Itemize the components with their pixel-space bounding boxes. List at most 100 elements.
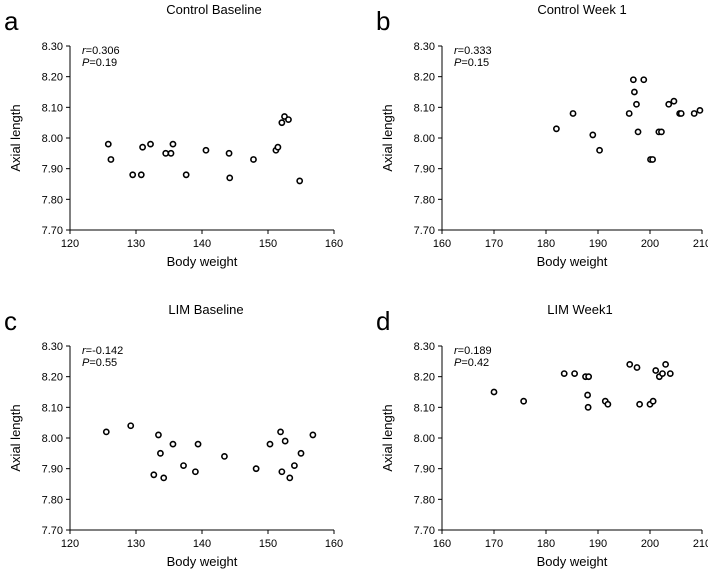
y-tick-label: 8.30: [414, 41, 435, 53]
x-tick-label: 120: [61, 238, 79, 250]
panel-letter: d: [376, 306, 390, 336]
data-point: [658, 128, 665, 136]
data-point: [604, 400, 612, 408]
data-point: [147, 140, 154, 148]
x-tick-label: 180: [537, 238, 555, 250]
data-point: [633, 100, 640, 108]
y-tick-label: 8.20: [414, 372, 435, 384]
y-tick-label: 7.90: [414, 164, 435, 176]
x-tick-label: 210: [693, 238, 708, 250]
chart-title: LIM Baseline: [168, 302, 243, 317]
data-point: [631, 88, 638, 96]
data-point: [252, 465, 260, 473]
panel-d: d LIM Week1 7.70 7.80 7.90 8.00 8.10 8.20 8.30 16…: [376, 302, 708, 569]
x-tick-label: 200: [641, 538, 659, 550]
data-point: [666, 370, 674, 377]
x-tick-label: 150: [259, 538, 277, 550]
panel-letter: a: [4, 6, 19, 36]
data-point: [250, 156, 257, 163]
y-tick-label: 7.70: [414, 225, 435, 237]
y-tick-label: 8.20: [42, 72, 63, 84]
y-tick-label: 8.10: [414, 402, 435, 414]
data-point: [180, 462, 187, 469]
y-tick-label: 7.90: [42, 164, 63, 176]
data-point: [162, 149, 170, 157]
y-tick-label: 8.30: [414, 341, 435, 353]
data-point: [629, 76, 637, 84]
data-point: [633, 364, 641, 371]
data-point: [553, 125, 560, 133]
data-point: [569, 110, 577, 117]
data-point: [584, 391, 591, 399]
data-point: [221, 452, 228, 460]
y-tick-label: 8.10: [414, 102, 435, 114]
data-point: [266, 440, 274, 448]
y-tick-label: 8.10: [42, 102, 63, 114]
y-tick-label: 8.20: [414, 72, 435, 84]
data-point: [286, 474, 294, 482]
y-axis-label: Axial length: [8, 404, 23, 471]
x-tick-label: 130: [127, 238, 145, 250]
y-tick-label: 8.10: [42, 402, 63, 414]
r-stat: r=0.333: [454, 45, 492, 57]
data-point: [585, 373, 593, 381]
data-point: [102, 428, 110, 436]
x-tick-label: 160: [433, 538, 451, 550]
data-point: [649, 397, 657, 405]
x-tick-label: 120: [61, 538, 79, 550]
y-axis-label: Axial length: [380, 104, 395, 171]
x-tick-label: 160: [433, 238, 451, 250]
data-point: [285, 116, 292, 123]
x-axis-label: Body weight: [167, 554, 238, 569]
y-tick-label: 7.70: [42, 525, 63, 537]
x-tick-label: 140: [193, 538, 211, 550]
data-point: [182, 171, 190, 179]
data-point: [571, 370, 578, 377]
x-tick-label: 190: [589, 538, 607, 550]
y-tick-label: 8.30: [42, 41, 63, 53]
y-tick-label: 8.00: [414, 433, 435, 445]
x-tick-label: 140: [193, 238, 211, 250]
r-stat: r=0.306: [82, 45, 120, 57]
p-stat: P=0.19: [82, 57, 117, 69]
y-tick-label: 7.90: [42, 464, 63, 476]
y-tick-label: 8.00: [42, 133, 63, 145]
chart-title: Control Baseline: [166, 2, 261, 17]
y-tick-label: 8.00: [42, 433, 63, 445]
data-point: [169, 440, 177, 448]
panel-a: a Control Baseline 7.70 7.80 7.90 8.00 8.10 8.2…: [4, 2, 343, 269]
data-point: [297, 449, 305, 457]
x-axis-label: Body weight: [167, 254, 238, 269]
data-point: [274, 143, 282, 151]
data-point: [696, 107, 704, 114]
data-point: [139, 143, 146, 151]
chart-title: LIM Week1: [547, 302, 613, 317]
data-point: [225, 149, 233, 157]
data-point: [652, 367, 660, 374]
data-point: [309, 431, 317, 439]
y-tick-label: 7.70: [414, 525, 435, 537]
data-point: [226, 174, 234, 182]
x-tick-label: 170: [485, 238, 503, 250]
data-point: [636, 400, 643, 408]
x-tick-label: 130: [127, 538, 145, 550]
data-point: [129, 171, 137, 179]
data-point: [169, 140, 177, 148]
y-tick-label: 7.80: [42, 194, 63, 206]
data-point: [167, 149, 175, 157]
x-tick-label: 200: [641, 238, 659, 250]
data-point: [278, 119, 286, 127]
data-point: [560, 370, 568, 377]
y-tick-label: 7.90: [414, 464, 435, 476]
x-tick-label: 160: [325, 538, 343, 550]
data-point: [281, 437, 289, 445]
data-point: [194, 440, 202, 448]
data-point: [290, 462, 298, 469]
r-stat: r=0.189: [454, 345, 492, 357]
y-tick-label: 7.80: [42, 494, 63, 506]
data-point: [640, 76, 648, 84]
data-point: [520, 397, 528, 405]
x-axis-label: Body weight: [537, 254, 608, 269]
data-point: [662, 360, 669, 368]
